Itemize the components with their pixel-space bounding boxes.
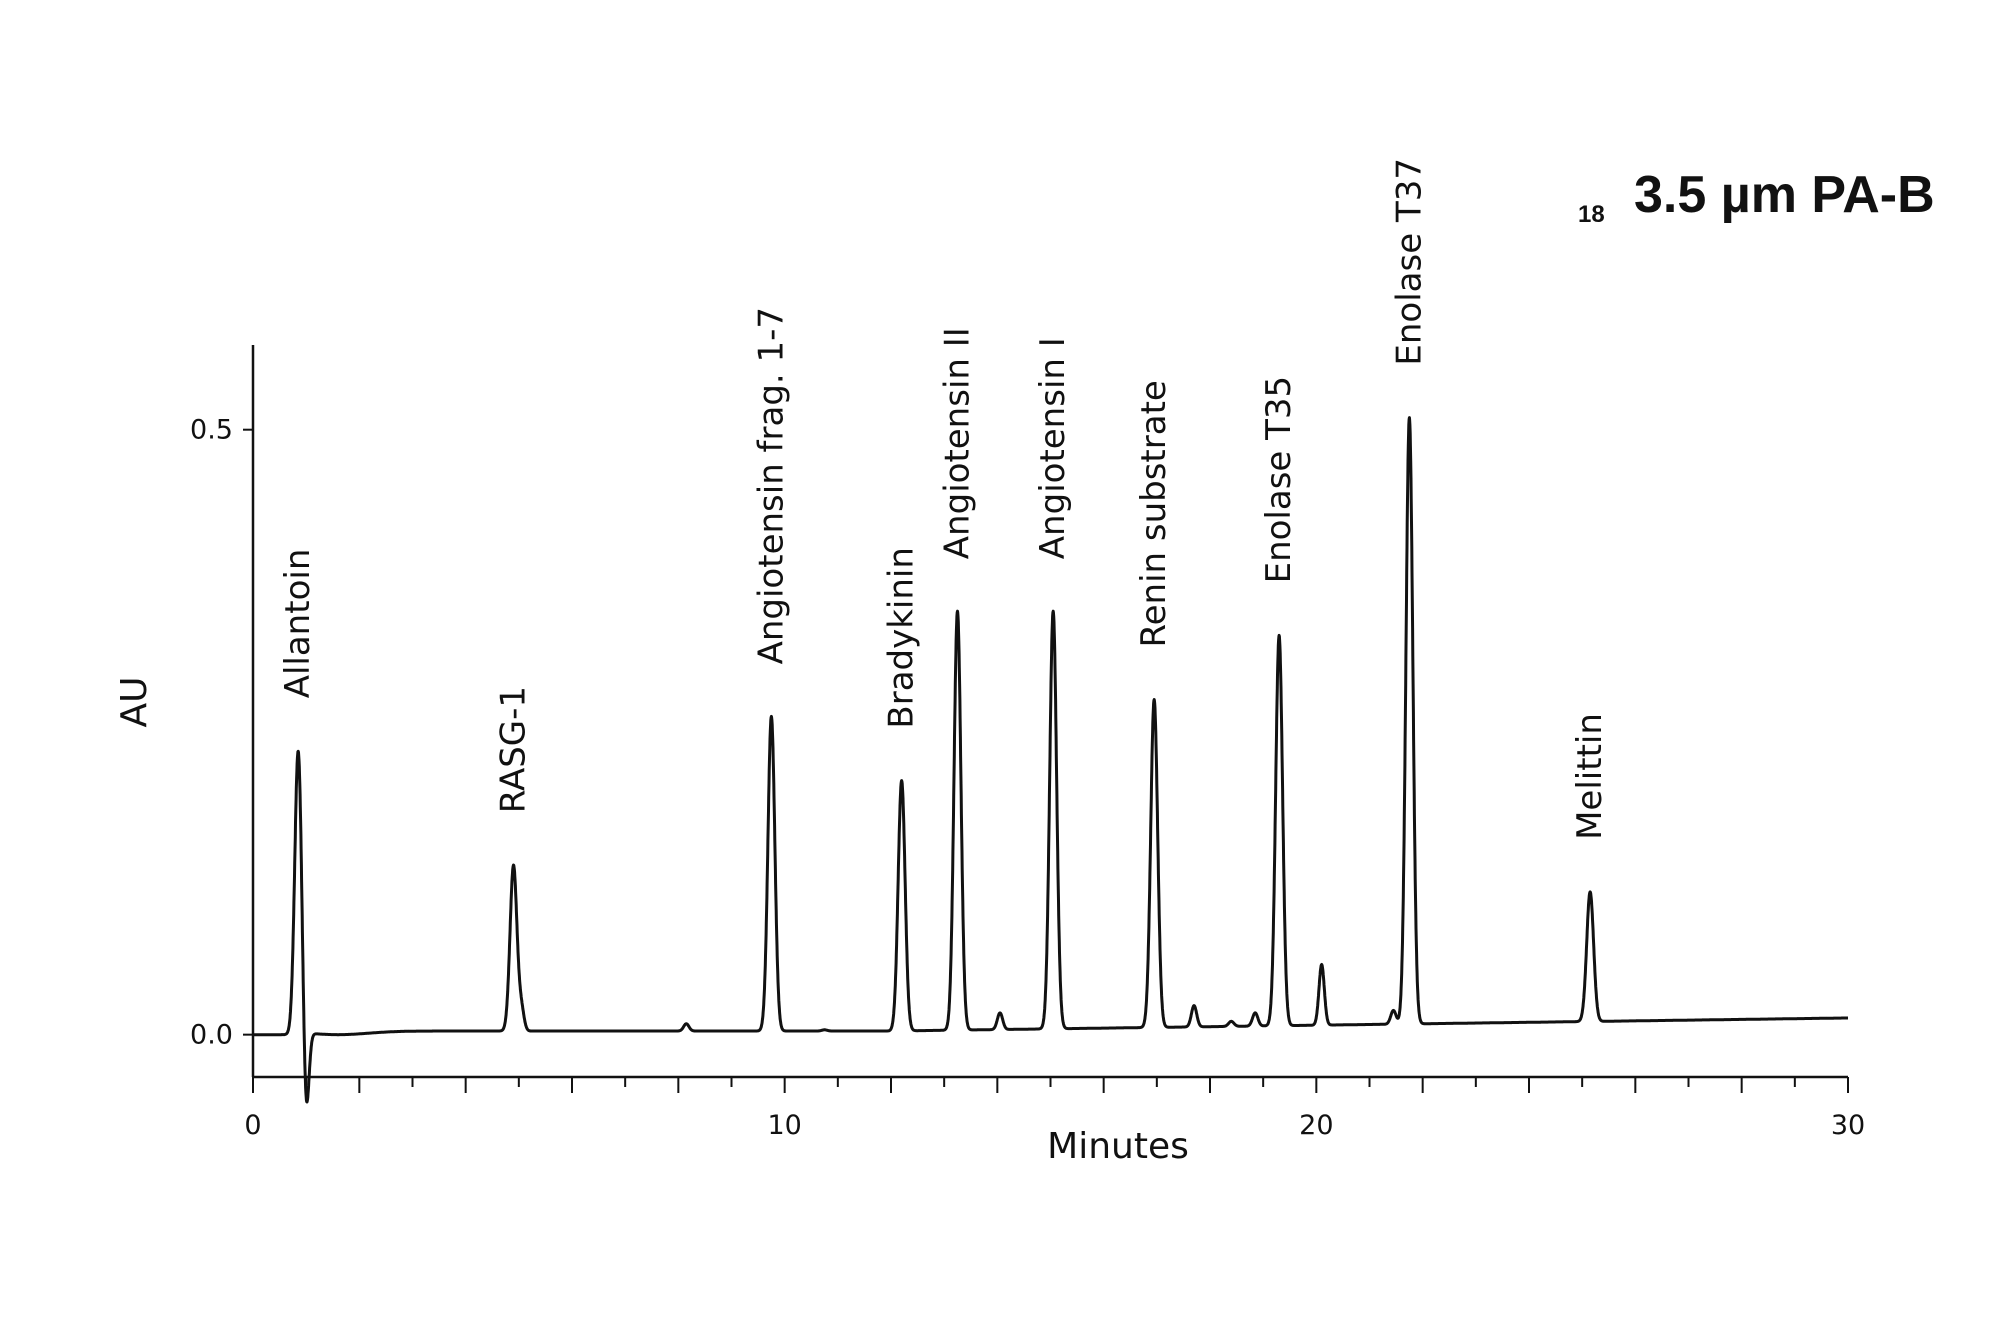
x-tick-label: 20: [1299, 1110, 1333, 1141]
peak-label: Allantoin: [278, 549, 318, 699]
peak-labels: Allantoin RASG-1 Angiotensin frag. 1-7 Brad…: [278, 158, 1610, 840]
x-axis-ticks: 0 10 20 30: [244, 1077, 1865, 1141]
title-prefix: 18: [1578, 201, 1605, 228]
x-tick-label: 10: [767, 1110, 801, 1141]
y-axis-ticks: 0.0 0.5: [190, 415, 253, 1051]
peak-label: Enolase T37: [1389, 158, 1429, 366]
peak-label: Angiotensin II: [938, 327, 978, 559]
y-tick-label: 0.5: [190, 415, 233, 446]
x-tick-label: 30: [1831, 1110, 1865, 1141]
peak-label: Enolase T35: [1259, 376, 1299, 584]
y-axis-title: AU: [114, 677, 155, 728]
title-main: 3.5 µm PA-B: [1634, 166, 1935, 224]
chart-title: 18 3.5 µm PA-B: [1578, 166, 1935, 228]
peak-label: Melittin: [1570, 713, 1610, 840]
x-tick-label: 0: [244, 1110, 261, 1141]
chromatogram-trace: [251, 416, 1850, 1104]
peak-label: Bradykinin: [882, 547, 922, 729]
peak-label: Angiotensin I: [1033, 337, 1073, 559]
peak-label: RASG-1: [494, 686, 534, 813]
x-axis-title: Minutes: [1047, 1126, 1189, 1167]
peak-label: Renin substrate: [1134, 380, 1174, 647]
y-tick-label: 0.0: [190, 1020, 233, 1051]
peak-label: Angiotensin frag. 1-7: [751, 307, 791, 664]
